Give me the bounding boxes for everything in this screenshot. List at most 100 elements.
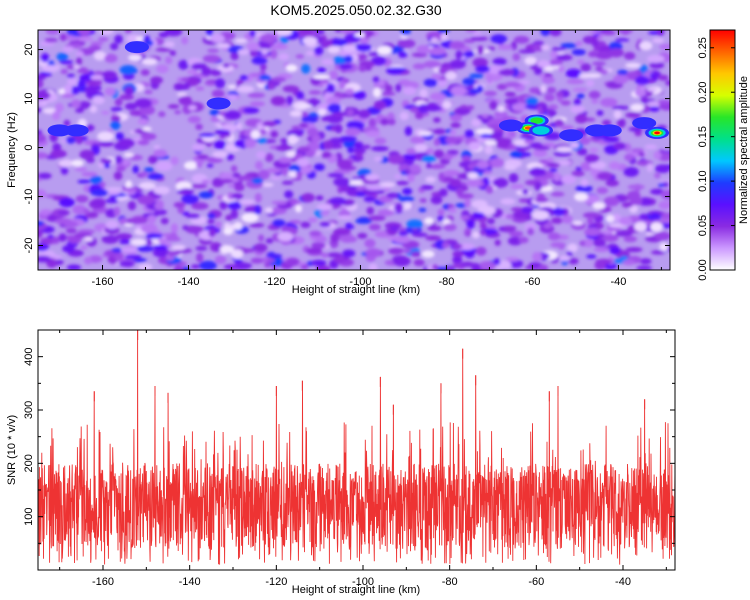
heatmap-cell (52, 111, 61, 121)
heatmap-cell (433, 128, 446, 135)
heatmap-cell (196, 252, 204, 263)
heatmap-cell (278, 53, 290, 61)
heatmap-cells (38, 30, 670, 270)
heatmap-cell (527, 227, 534, 236)
heatmap-cell (371, 145, 389, 152)
heatmap-cell (400, 30, 411, 36)
heatmap-cell (419, 88, 428, 99)
heatmap-cell (391, 67, 407, 72)
heatmap-cell (327, 45, 341, 54)
heatmap-cell (639, 213, 649, 220)
heatmap-cell (106, 191, 121, 195)
heatmap-cell (602, 233, 619, 242)
heatmap-hotspot (47, 124, 72, 137)
heatmap-cell (417, 103, 430, 114)
heatmap-cell (59, 197, 75, 208)
heatmap-cell (621, 201, 634, 208)
heatmap-cell (475, 128, 494, 135)
heatmap-cell (288, 136, 300, 143)
heatmap-cell (342, 44, 357, 53)
heatmap-cell (140, 223, 158, 234)
heatmap-cell (447, 266, 454, 270)
heatmap-cell (216, 64, 234, 73)
heatmap-cell (339, 135, 357, 142)
heatmap-cell (423, 60, 442, 68)
x-tick-label: -80 (442, 576, 458, 588)
heatmap-cell (588, 30, 599, 35)
heatmap-cell (467, 172, 479, 179)
heatmap-cell (137, 195, 155, 205)
heatmap-cell (211, 89, 225, 98)
heatmap-cell (658, 182, 665, 188)
heatmap-cell (38, 220, 45, 227)
heatmap-cell (130, 216, 148, 225)
heatmap-cell (464, 50, 474, 58)
heatmap-cell (411, 232, 428, 238)
heatmap-cell (236, 85, 255, 93)
heatmap-cell (195, 86, 205, 91)
heatmap-cell (540, 84, 547, 94)
heatmap-cell (137, 139, 150, 146)
heatmap-cell (397, 39, 416, 49)
heatmap-cell (84, 256, 93, 265)
heatmap-cell (75, 195, 89, 203)
heatmap-cell (321, 58, 334, 66)
heatmap-cell (460, 261, 475, 268)
heatmap-cell (206, 163, 214, 168)
heatmap-cell (353, 141, 364, 150)
heatmap-cell (404, 126, 413, 137)
heatmap-cell (344, 236, 358, 243)
heatmap-cell (339, 63, 353, 70)
heatmap-cell (450, 122, 461, 129)
chart-title: KOM5.2025.050.02.32.G30 (270, 2, 441, 18)
heatmap-cell (171, 244, 186, 251)
heatmap-cell (52, 143, 62, 152)
heatmap-cell (335, 124, 343, 134)
heatmap-cell (570, 105, 585, 114)
heatmap-cell (184, 161, 198, 170)
heatmap-cell (269, 49, 278, 59)
heatmap-cell (119, 260, 135, 268)
heatmap-cell (226, 153, 235, 161)
heatmap-cell (429, 92, 446, 101)
heatmap-cell (364, 32, 371, 39)
heatmap-cell (600, 230, 614, 235)
heatmap-cell (659, 242, 668, 252)
heatmap-cell (627, 184, 645, 190)
heatmap-cell (191, 264, 200, 269)
heatmap-cell (553, 172, 561, 182)
heatmap-cell (654, 172, 661, 179)
heatmap-x-axis: -160 -140 -120 -100 -80 -60 -40 (58, 30, 662, 288)
heatmap-cell (565, 68, 582, 78)
heatmap-cell (542, 76, 555, 84)
heatmap-cell (558, 65, 565, 73)
heatmap-cell (50, 149, 67, 158)
heatmap-cell (296, 91, 305, 101)
heatmap-cell (233, 221, 243, 231)
heatmap-cell (603, 135, 620, 143)
heatmap-cell (600, 97, 618, 107)
heatmap-cell (425, 176, 436, 183)
heatmap-cell (489, 157, 505, 168)
heatmap-cell (646, 163, 654, 173)
heatmap-cell (556, 54, 573, 61)
heatmap-cell (442, 169, 461, 177)
heatmap-cell (395, 180, 410, 186)
heatmap-cell (75, 108, 84, 113)
heatmap-cell (477, 45, 484, 55)
heatmap-cell (276, 41, 284, 48)
heatmap-cell (421, 155, 436, 163)
y-tick-label: 400 (23, 347, 35, 365)
heatmap-cell (343, 55, 354, 63)
heatmap-cell (249, 222, 265, 228)
heatmap-cell (571, 170, 585, 177)
heatmap-cell (472, 168, 485, 174)
heatmap-cell (319, 211, 330, 216)
heatmap-cell (466, 219, 475, 230)
heatmap-cell (380, 118, 389, 126)
heatmap-cell (181, 194, 199, 205)
heatmap-cell (191, 202, 209, 210)
heatmap-cell (524, 104, 537, 110)
heatmap-cell (368, 117, 377, 128)
